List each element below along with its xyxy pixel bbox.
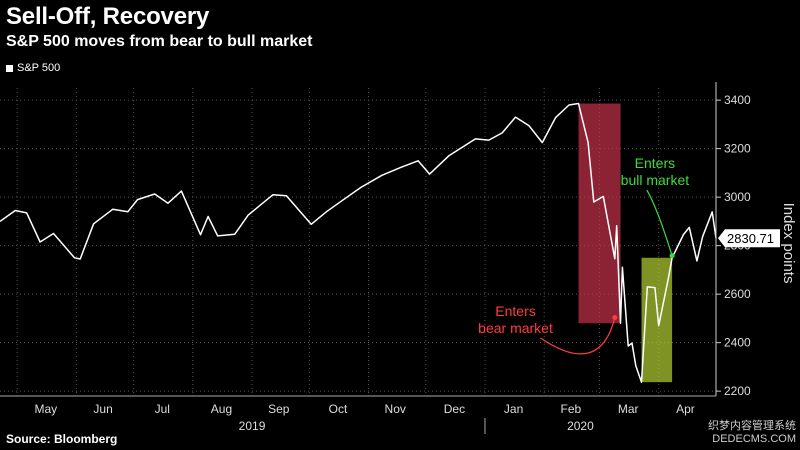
x-tick-label: May [34, 402, 57, 416]
x-tick-label: Nov [385, 402, 406, 416]
y-tick-label: 3200 [724, 142, 751, 156]
annotation-arrow [540, 317, 616, 355]
y-axis: 2200240026002800300032003400Index points… [715, 82, 797, 398]
plot-area [0, 102, 717, 383]
x-tick-label: Jul [155, 402, 170, 416]
bear-market-region [578, 103, 621, 324]
annotation-label: bull market [621, 172, 690, 188]
legend-label: S&P 500 [17, 62, 61, 74]
last-value-label: 2830.71 [727, 231, 774, 246]
annotation-label: Enters [495, 303, 535, 319]
y-tick-label: 3400 [724, 93, 751, 107]
watermark: 织梦内容管理系统 DEDECMS.COM [708, 420, 796, 446]
annotation-arrow [646, 189, 673, 256]
x-tick-label: Feb [561, 402, 582, 416]
x-axis: May Jun Jul Aug Sep Oct Nov Dec Jan Feb Mar Apr 2019… [0, 395, 716, 434]
annotation-arrow-head [612, 315, 618, 321]
legend[interactable]: S&P 500 [6, 62, 60, 74]
y-tick-label: 2400 [724, 336, 751, 350]
legend-swatch [6, 64, 13, 72]
annotation-label: bear market [478, 320, 553, 336]
bull-market-region [641, 257, 673, 383]
last-value-tag [718, 229, 780, 248]
y-axis-label: Index points [780, 203, 797, 284]
x-tick-label: Jun [93, 402, 112, 416]
y-tick-label: 2600 [724, 287, 751, 301]
x-tick-label: Mar [618, 402, 639, 416]
watermark-line-2: DEDECMS.COM [712, 433, 796, 445]
x-tick-label: Sep [268, 402, 290, 416]
x-year-label: 2020 [567, 419, 594, 433]
shaded-regions [578, 103, 673, 383]
annotation-label: Enters [635, 155, 675, 171]
series-line [0, 102, 717, 383]
chart-title: Sell-Off, Recovery [6, 3, 210, 30]
x-tick-label: Jan [504, 402, 523, 416]
x-year-label: 2019 [239, 419, 266, 433]
x-tick-label: Apr [676, 402, 695, 416]
x-tick-label: Aug [211, 402, 232, 416]
x-tick-label: Oct [329, 402, 348, 416]
annotation-arrow-head [669, 253, 675, 259]
y-tick-label: 2200 [724, 384, 751, 398]
source-note: Source: Bloomberg [6, 432, 118, 446]
watermark-line-1: 织梦内容管理系统 [708, 420, 796, 432]
y-tick-label: 3000 [724, 190, 751, 204]
x-tick-label: Dec [444, 402, 465, 416]
chart-subtitle: S&P 500 moves from bear to bull market [6, 33, 313, 50]
